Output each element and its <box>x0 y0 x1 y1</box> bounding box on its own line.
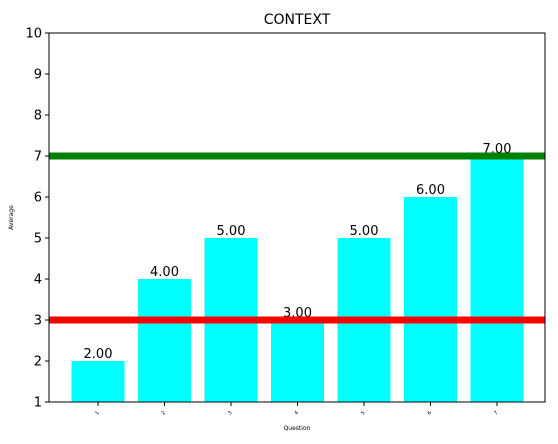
bar-2 <box>138 279 191 402</box>
x-tick-label-6: 6 <box>427 410 433 416</box>
x-tick-label-1: 1 <box>94 410 100 416</box>
y-tick-label-3: 3 <box>34 314 42 329</box>
x-tick-label-2: 2 <box>161 410 167 416</box>
x-axis-label: Question <box>284 425 311 432</box>
bar-value-label-1: 2.00 <box>84 347 113 362</box>
x-axis: 1 2 3 4 5 6 7 <box>94 402 500 417</box>
bars-layer <box>71 156 524 402</box>
chart-title: CONTEXT <box>264 12 331 28</box>
bar-1 <box>71 361 125 402</box>
bar-value-label-6: 6.00 <box>416 183 445 198</box>
x-tick-label-3: 3 <box>227 410 233 416</box>
y-axis-label: Average <box>8 205 15 230</box>
bar-7 <box>470 156 524 402</box>
y-tick-label-5: 5 <box>34 232 42 247</box>
bar-value-label-2: 4.00 <box>150 265 179 280</box>
y-tick-label-6: 6 <box>34 191 42 206</box>
y-tick-label-8: 8 <box>34 109 42 124</box>
y-tick-label-2: 2 <box>34 355 42 370</box>
bar-4 <box>271 320 324 402</box>
x-tick-label-7: 7 <box>493 410 499 416</box>
x-tick-label-5: 5 <box>360 410 366 416</box>
y-tick-label-4: 4 <box>34 273 42 288</box>
bar-6 <box>404 197 457 402</box>
bar-value-label-3: 5.00 <box>217 224 246 239</box>
y-tick-label-7: 7 <box>34 150 42 165</box>
bar-value-label-5: 5.00 <box>350 224 379 239</box>
y-tick-label-10: 10 <box>25 27 42 42</box>
y-axis: 1 2 3 4 5 6 7 8 9 10 <box>25 27 49 411</box>
y-tick-label-1: 1 <box>34 396 42 411</box>
y-tick-label-9: 9 <box>34 68 42 83</box>
reference-lines-layer <box>49 152 545 324</box>
x-tick-label-4: 4 <box>294 410 300 416</box>
